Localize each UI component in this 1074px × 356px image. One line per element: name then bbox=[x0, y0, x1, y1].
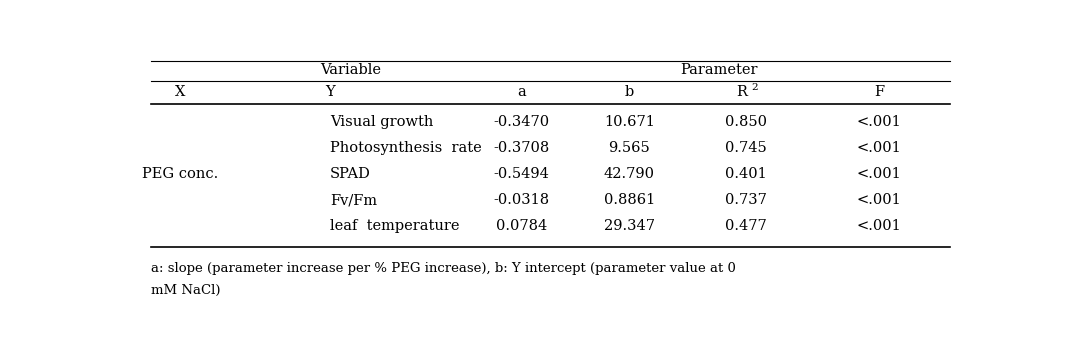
Text: Y: Y bbox=[325, 85, 335, 99]
Text: 9.565: 9.565 bbox=[609, 141, 651, 155]
Text: Variable: Variable bbox=[320, 63, 381, 77]
Text: a: a bbox=[517, 85, 525, 99]
Text: 0.745: 0.745 bbox=[725, 141, 767, 155]
Text: -0.3470: -0.3470 bbox=[493, 115, 550, 129]
Text: <.001: <.001 bbox=[857, 115, 901, 129]
Text: <.001: <.001 bbox=[857, 219, 901, 234]
Text: b: b bbox=[625, 85, 634, 99]
Text: 10.671: 10.671 bbox=[604, 115, 655, 129]
Text: 42.790: 42.790 bbox=[604, 167, 655, 181]
Text: <.001: <.001 bbox=[857, 141, 901, 155]
Text: mM NaCl): mM NaCl) bbox=[150, 284, 220, 297]
Text: Parameter: Parameter bbox=[680, 63, 758, 77]
Text: SPAD: SPAD bbox=[330, 167, 371, 181]
Text: 0.401: 0.401 bbox=[725, 167, 767, 181]
Text: leaf  temperature: leaf temperature bbox=[330, 219, 460, 234]
Text: X: X bbox=[175, 85, 185, 99]
Text: 0.8861: 0.8861 bbox=[604, 193, 655, 207]
Text: PEG conc.: PEG conc. bbox=[142, 167, 218, 181]
Text: <.001: <.001 bbox=[857, 193, 901, 207]
Text: R: R bbox=[737, 85, 748, 99]
Text: <.001: <.001 bbox=[857, 167, 901, 181]
Text: 0.0784: 0.0784 bbox=[496, 219, 547, 234]
Text: Visual growth: Visual growth bbox=[330, 115, 433, 129]
Text: Photosynthesis  rate: Photosynthesis rate bbox=[330, 141, 481, 155]
Text: 0.850: 0.850 bbox=[725, 115, 767, 129]
Text: 0.477: 0.477 bbox=[725, 219, 767, 234]
Text: -0.0318: -0.0318 bbox=[493, 193, 550, 207]
Text: a: slope (parameter increase per % PEG increase), b: Y intercept (parameter valu: a: slope (parameter increase per % PEG i… bbox=[150, 262, 736, 276]
Text: -0.3708: -0.3708 bbox=[493, 141, 550, 155]
Text: 2: 2 bbox=[751, 83, 757, 91]
Text: 0.737: 0.737 bbox=[725, 193, 767, 207]
Text: -0.5494: -0.5494 bbox=[493, 167, 549, 181]
Text: 29.347: 29.347 bbox=[604, 219, 655, 234]
Text: Fv/Fm: Fv/Fm bbox=[330, 193, 377, 207]
Text: F: F bbox=[874, 85, 884, 99]
